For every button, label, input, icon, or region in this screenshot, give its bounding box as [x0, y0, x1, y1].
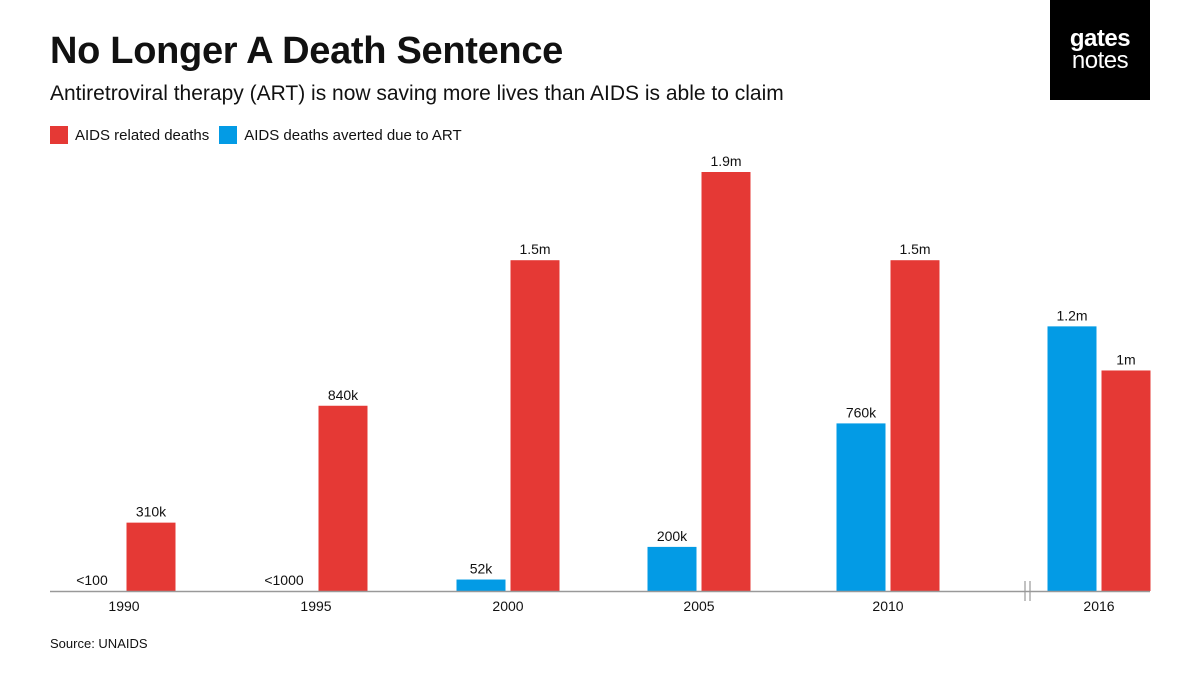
logo-line-1: gates — [1069, 25, 1131, 52]
chart-legend: AIDS related deaths AIDS deaths averted … — [50, 125, 472, 145]
label-deaths-1990: 310k — [136, 504, 167, 520]
label-deaths-2005: 1.9m — [710, 153, 741, 169]
bar-averted-2000 — [456, 579, 506, 591]
label-deaths-1995: 840k — [328, 387, 359, 403]
logo-line-2: notes — [1071, 47, 1129, 74]
bar-averted-2016 — [1047, 326, 1097, 591]
bar-deaths-1990 — [126, 522, 176, 591]
bar-deaths-2010 — [890, 260, 940, 591]
legend-swatch-deaths — [50, 126, 68, 144]
gates-notes-logo: gates notes — [1050, 0, 1150, 100]
x-tick-2010: 2010 — [872, 598, 903, 614]
x-tick-1995: 1995 — [300, 598, 331, 614]
bar-averted-2005 — [647, 546, 697, 591]
legend-label-deaths: AIDS related deaths — [75, 126, 210, 144]
bar-deaths-1995 — [318, 405, 368, 591]
x-tick-1990: 1990 — [108, 598, 139, 614]
label-averted-1995: <1000 — [264, 572, 304, 588]
label-averted-2010: 760k — [846, 404, 877, 420]
bar-deaths-2005 — [701, 172, 751, 591]
label-averted-2000: 52k — [470, 561, 494, 577]
x-tick-2005: 2005 — [683, 598, 714, 614]
label-deaths-2000: 1.5m — [519, 241, 550, 257]
chart-title: No Longer A Death Sentence — [50, 30, 564, 72]
label-deaths-2016: 1m — [1116, 351, 1135, 367]
label-averted-2005: 200k — [657, 528, 688, 544]
label-averted-2016: 1.2m — [1056, 307, 1087, 323]
label-averted-1990: <100 — [76, 572, 108, 588]
legend-label-averted: AIDS deaths averted due to ART — [244, 126, 462, 144]
bar-deaths-2000 — [510, 260, 560, 591]
x-tick-2000: 2000 — [492, 598, 523, 614]
bar-averted-2010 — [836, 423, 886, 591]
legend-swatch-averted — [219, 126, 238, 144]
x-tick-2016: 2016 — [1083, 598, 1114, 614]
chart-subtitle: Antiretroviral therapy (ART) is now savi… — [50, 82, 784, 105]
bar-deaths-2016 — [1101, 370, 1151, 591]
legend-item-deaths: AIDS related deaths — [50, 126, 209, 144]
source-note: Source: UNAIDS — [50, 636, 148, 651]
legend-item-averted: AIDS deaths averted due to ART — [219, 126, 462, 144]
label-deaths-2010: 1.5m — [899, 241, 930, 257]
